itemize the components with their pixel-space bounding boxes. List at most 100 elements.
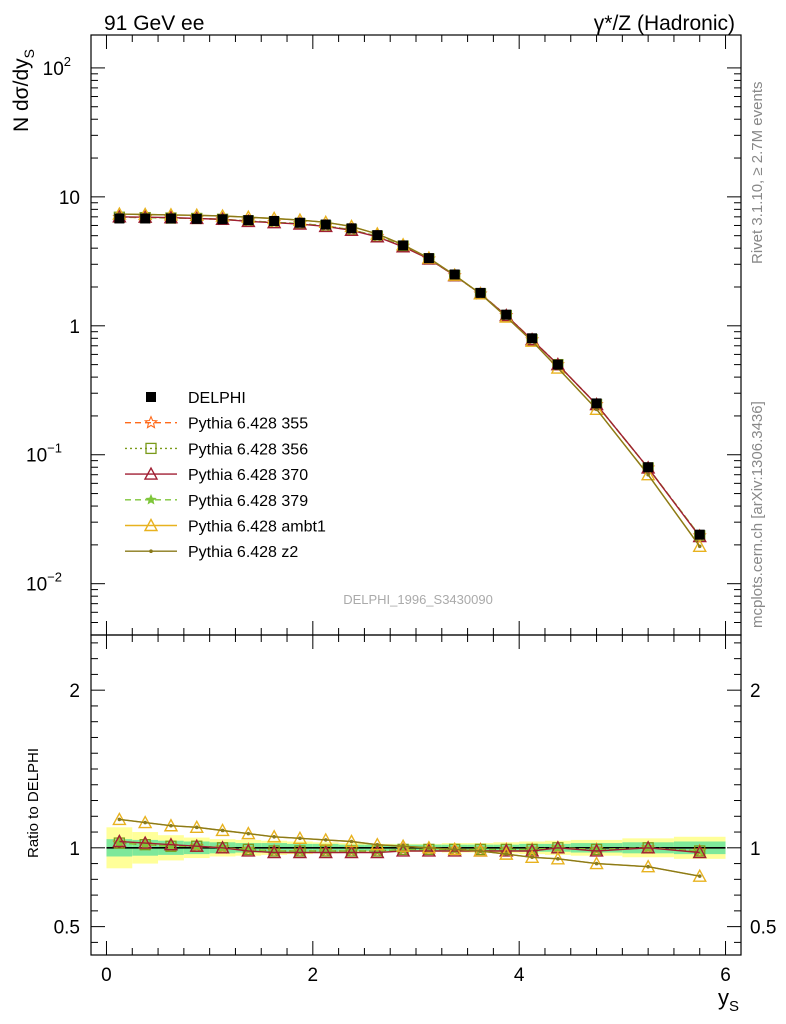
marker-legend [145, 442, 157, 455]
main-ylabel-text: N dσ/dyS [10, 49, 37, 132]
marker-20 [697, 544, 702, 549]
marker-11 [401, 844, 405, 849]
marker-19 [640, 840, 656, 854]
marker-13 [452, 847, 457, 852]
marker-18 [589, 401, 604, 416]
legend-entry-ambt1: Pythia 6.428 ambt1 [125, 518, 326, 536]
legend-entry-p355: Pythia 6.428 355 [125, 415, 308, 433]
ratio-ylabel-text: Ratio to DELPHI [25, 748, 42, 858]
marker-12 [427, 846, 431, 850]
marker-9 [344, 845, 359, 859]
marker-17 [556, 857, 560, 861]
marker-16 [527, 333, 538, 344]
marker-10 [375, 842, 380, 847]
marker-16 [530, 855, 534, 860]
marker-20 [694, 529, 705, 540]
ratio-frame [90, 634, 742, 956]
ratio-ytick-label-right: 2 [750, 681, 761, 702]
legend-label: Pythia 6.428 ambt1 [188, 519, 326, 536]
marker-9 [349, 839, 354, 844]
marker-8 [318, 845, 333, 859]
ratio-ytick-label-right: 1 [750, 839, 761, 860]
marker-9 [344, 843, 359, 857]
main-ytick-label: 10−1 [26, 441, 62, 467]
marker-18 [594, 861, 599, 866]
marker-1 [143, 820, 147, 825]
marker-20 [692, 845, 707, 859]
marker-11 [395, 843, 411, 857]
marker-legend [143, 518, 159, 532]
marker-4 [215, 840, 230, 854]
x-axis-label: yS [718, 985, 739, 1015]
marker-19 [643, 462, 654, 473]
marker-8 [320, 219, 331, 230]
legend-label: Pythia 6.428 379 [188, 493, 308, 510]
ratio-panel: 2 2 1 1 0.5 0.5 0 2 4 6 Ratio to DELPHI yS [25, 634, 776, 1015]
legend-label: Pythia 6.428 356 [188, 441, 308, 458]
x-tick-label: 6 [720, 965, 731, 986]
x-tick-label: 4 [514, 965, 525, 986]
main-series-p356 [113, 211, 706, 542]
marker-18 [589, 843, 604, 857]
marker-1 [140, 213, 151, 224]
marker-3 [194, 825, 199, 830]
x-tick-label: 0 [101, 965, 112, 986]
legend-label: Pythia 6.428 355 [188, 416, 308, 433]
marker-12 [423, 253, 434, 264]
legend-label: Pythia 6.428 370 [188, 467, 308, 484]
marker-5 [243, 215, 254, 226]
marker-15 [501, 309, 512, 320]
marker-5 [241, 841, 256, 856]
marker-13 [449, 269, 460, 280]
marker-15 [499, 843, 514, 857]
marker-0 [117, 817, 122, 822]
main-ytick-label: 102 [43, 54, 71, 80]
main-panel: 102 10 1 10−1 10−2 DELPHI_1996_S3430090 N dσ… [10, 34, 742, 636]
marker-legend [149, 549, 153, 553]
marker-7 [298, 836, 302, 841]
main-axes: 102 10 1 10−1 10−2 [26, 34, 742, 636]
ratio-ytick-label-left: 0.5 [54, 918, 80, 939]
marker-6 [272, 834, 276, 839]
marker-8 [323, 838, 328, 842]
marker-6 [269, 215, 280, 226]
rivet-note: Rivet 3.1.10, ≥ 2.7M events [749, 82, 766, 265]
ratio-ytick-label-left: 1 [69, 839, 80, 860]
marker-10 [372, 230, 383, 241]
marker-3 [191, 213, 202, 224]
marker-14 [475, 287, 486, 298]
marker-15 [504, 852, 509, 856]
marker-7 [294, 217, 305, 228]
marker-18 [591, 398, 602, 409]
marker-1 [137, 835, 153, 849]
ratio-series-p370 [112, 834, 707, 859]
legend-entry-DELPHI: DELPHI [146, 390, 246, 407]
main-line-p356 [119, 216, 701, 537]
marker-legend [146, 392, 156, 402]
ratio-axes: 2 2 1 1 0.5 0.5 0 2 4 6 [54, 634, 776, 986]
marker-20 [697, 874, 702, 878]
marker-0 [114, 213, 125, 224]
main-ytick-label: 10 [59, 188, 80, 209]
ratio-ytick-label-left: 2 [69, 681, 80, 702]
legend: DELPHI Pythia 6.428 355 Pythia 6.428 356 Py… [125, 390, 326, 561]
marker-9 [346, 223, 357, 234]
marker-5 [241, 843, 256, 857]
marker-6 [266, 845, 282, 859]
main-ytick-label: 10−2 [26, 570, 62, 596]
marker-2 [165, 213, 176, 224]
legend-entry-p379: Pythia 6.428 379 [125, 493, 308, 510]
legend-entry-z2: Pythia 6.428 z2 [125, 544, 298, 561]
marker-11 [398, 240, 409, 251]
marker-3 [189, 838, 204, 852]
marker-13 [447, 843, 462, 857]
main-y-axis-label: N dσ/dyS [10, 49, 37, 132]
marker-0 [112, 834, 127, 848]
main-line-p355 [119, 216, 701, 537]
ratio-series-z2 [117, 817, 702, 878]
main-series-p379 [113, 211, 706, 541]
main-line-p370 [119, 216, 701, 538]
marker-4 [217, 214, 228, 225]
marker-7 [292, 845, 308, 859]
